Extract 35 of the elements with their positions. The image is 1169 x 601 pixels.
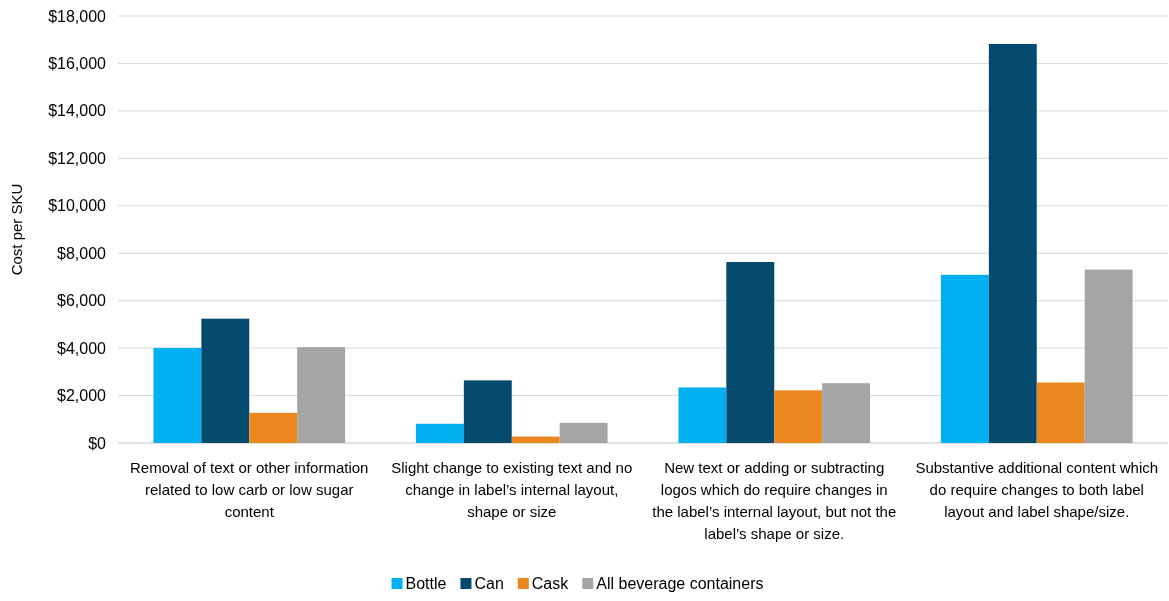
legend-label: Can	[474, 575, 504, 592]
bar	[940, 274, 989, 443]
bar	[415, 423, 464, 443]
legend-label: All beverage containers	[596, 575, 764, 592]
y-tick-label: $4,000	[57, 339, 107, 357]
bar	[511, 436, 560, 443]
y-tick-label: $18,000	[48, 7, 107, 25]
x-tick-label: Removal of text or other information related to low carb or low sugar content	[130, 459, 369, 520]
bar	[201, 318, 250, 443]
bar	[726, 262, 775, 443]
y-tick-label: $2,000	[57, 387, 107, 405]
y-tick-label: $8,000	[57, 244, 107, 262]
bar	[822, 383, 871, 443]
y-tick-label: $0	[88, 434, 107, 452]
y-tick-label: $14,000	[48, 102, 107, 120]
legend-label: Bottle	[405, 575, 447, 592]
x-tick-label: New text or adding or subtracting logos which do require changes in the label’s internal layout, but not the label’s shape or size.	[652, 459, 897, 542]
bar	[153, 347, 202, 443]
legend-label: Cask	[531, 575, 570, 592]
y-tick-label: $10,000	[48, 197, 107, 215]
bar	[774, 390, 823, 443]
bar	[559, 422, 608, 443]
bar	[1084, 269, 1133, 443]
bar	[1036, 382, 1085, 443]
y-axis-title: Cost per SKU	[8, 183, 25, 276]
bar	[463, 380, 512, 443]
x-tick-label: Slight change to existing text and no change in label’s internal layout, shape or size	[391, 459, 633, 520]
bar	[249, 412, 298, 443]
x-tick-label: Substantive additional content which do require changes to both label layout and label shape/size.	[915, 459, 1159, 520]
y-tick-label: $6,000	[57, 292, 107, 310]
bar	[678, 387, 727, 443]
bar	[988, 43, 1037, 443]
y-tick-label: $16,000	[48, 55, 107, 73]
y-tick-label: $12,000	[48, 149, 107, 167]
bar	[297, 347, 346, 443]
